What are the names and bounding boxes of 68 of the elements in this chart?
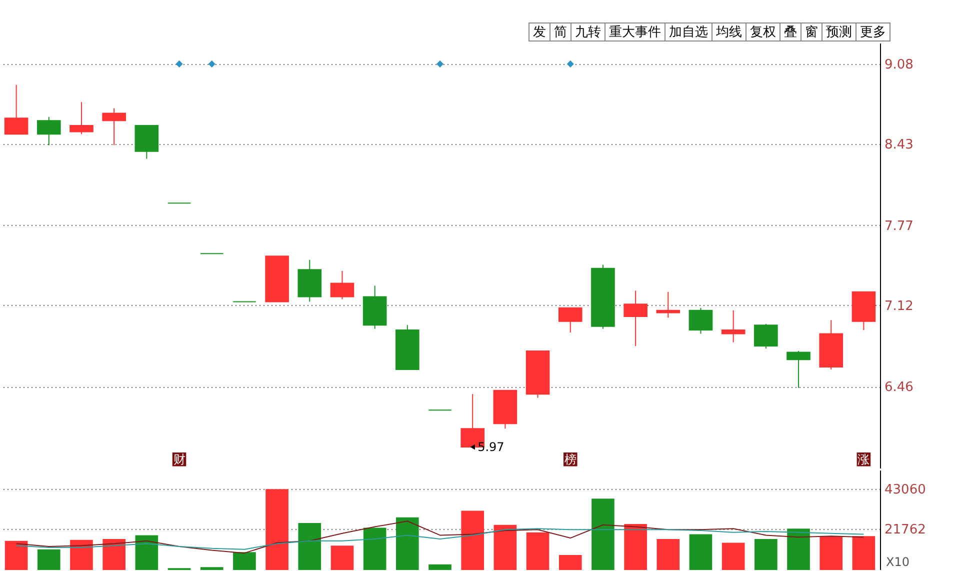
- candlestick: [754, 323, 778, 350]
- y-tick-label: 7.77: [884, 218, 914, 234]
- candlestick: [624, 290, 648, 347]
- line-series: [16, 528, 864, 550]
- y-tick-label: 6.46: [884, 380, 914, 396]
- y-tick-label: 8.43: [884, 138, 914, 153]
- text: 简: [554, 25, 567, 40]
- text: X10: [886, 555, 910, 569]
- bar: [656, 538, 680, 570]
- bar: [70, 540, 93, 570]
- candlestick: [721, 310, 746, 343]
- bar: [461, 510, 484, 570]
- bar: [233, 552, 256, 570]
- text: 重大事件: [609, 25, 661, 40]
- candlestick: [4, 84, 28, 135]
- y-tick-label: 43060: [884, 482, 926, 498]
- line-series: [16, 520, 864, 554]
- text: 发: [533, 25, 546, 40]
- candlestick: [330, 270, 354, 300]
- point: [436, 60, 444, 68]
- bar: [624, 524, 647, 570]
- text: 预测: [826, 25, 852, 40]
- bar: [592, 498, 614, 570]
- bar: [689, 534, 712, 570]
- y-tick-label: 7.12: [884, 298, 914, 314]
- candlestick: [786, 350, 810, 388]
- bar: [396, 517, 419, 570]
- y-tick-label: 9.08: [884, 57, 914, 72]
- bar: [4, 540, 28, 570]
- bar: [135, 535, 158, 570]
- y-tick-label: 21762: [884, 522, 926, 538]
- bar: [363, 528, 386, 570]
- data-label: 财: [173, 452, 186, 466]
- candlestick: [70, 102, 94, 135]
- bar: [722, 542, 745, 570]
- candlestick: [688, 307, 713, 334]
- text: 加自选: [669, 25, 708, 40]
- bar: [428, 564, 452, 570]
- bar: [494, 524, 517, 570]
- candlestick: [656, 291, 680, 318]
- text: 均线: [715, 25, 742, 40]
- data-label: 榜: [564, 452, 576, 466]
- bar: [526, 532, 550, 570]
- point: [470, 444, 475, 450]
- bar: [37, 549, 60, 570]
- text: 叠: [784, 25, 797, 40]
- bar: [330, 546, 354, 570]
- point: [208, 60, 216, 68]
- candlestick: [102, 108, 126, 146]
- text: 九转: [575, 25, 601, 40]
- text: 复权: [750, 25, 776, 40]
- bar: [852, 536, 876, 570]
- bar: [820, 536, 843, 570]
- bar: [298, 523, 322, 570]
- text: 更多: [860, 25, 886, 40]
- data-label: 涨: [858, 452, 870, 466]
- bar: [787, 528, 810, 570]
- bar: [200, 567, 224, 570]
- candlestick: [36, 116, 61, 146]
- text: 窗: [805, 24, 818, 40]
- bar: [102, 538, 126, 570]
- point: [566, 60, 574, 68]
- bar: [754, 538, 778, 570]
- candlestick: [558, 307, 582, 333]
- bar: [266, 489, 288, 570]
- bar: [558, 554, 582, 570]
- data-label: 5.97: [478, 440, 504, 454]
- point: [176, 60, 183, 68]
